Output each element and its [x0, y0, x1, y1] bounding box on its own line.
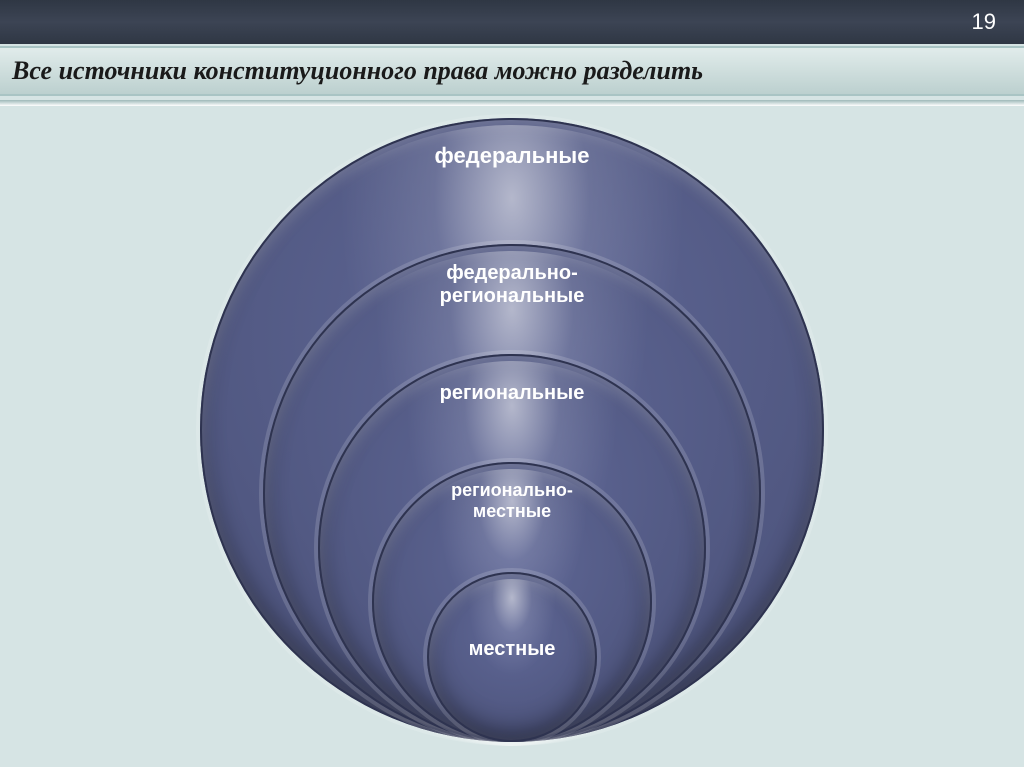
ring-4: местные: [427, 572, 597, 742]
ring-label-3: регионально- местные: [451, 480, 573, 521]
ring-label-2: региональные: [440, 382, 585, 405]
slide-title: Все источники конституционного права мож…: [12, 56, 703, 86]
ring-label-0: федеральные: [435, 143, 590, 168]
title-underline: [0, 100, 1024, 106]
slide-number: 19: [972, 9, 996, 35]
top-bar: 19: [0, 0, 1024, 44]
ring-label-4: местные: [469, 638, 556, 661]
title-band: Все источники конституционного права мож…: [0, 46, 1024, 96]
nested-circles-diagram: федеральные федерально- региональные регио…: [0, 118, 1024, 767]
ring-label-1: федерально- региональные: [440, 262, 585, 308]
